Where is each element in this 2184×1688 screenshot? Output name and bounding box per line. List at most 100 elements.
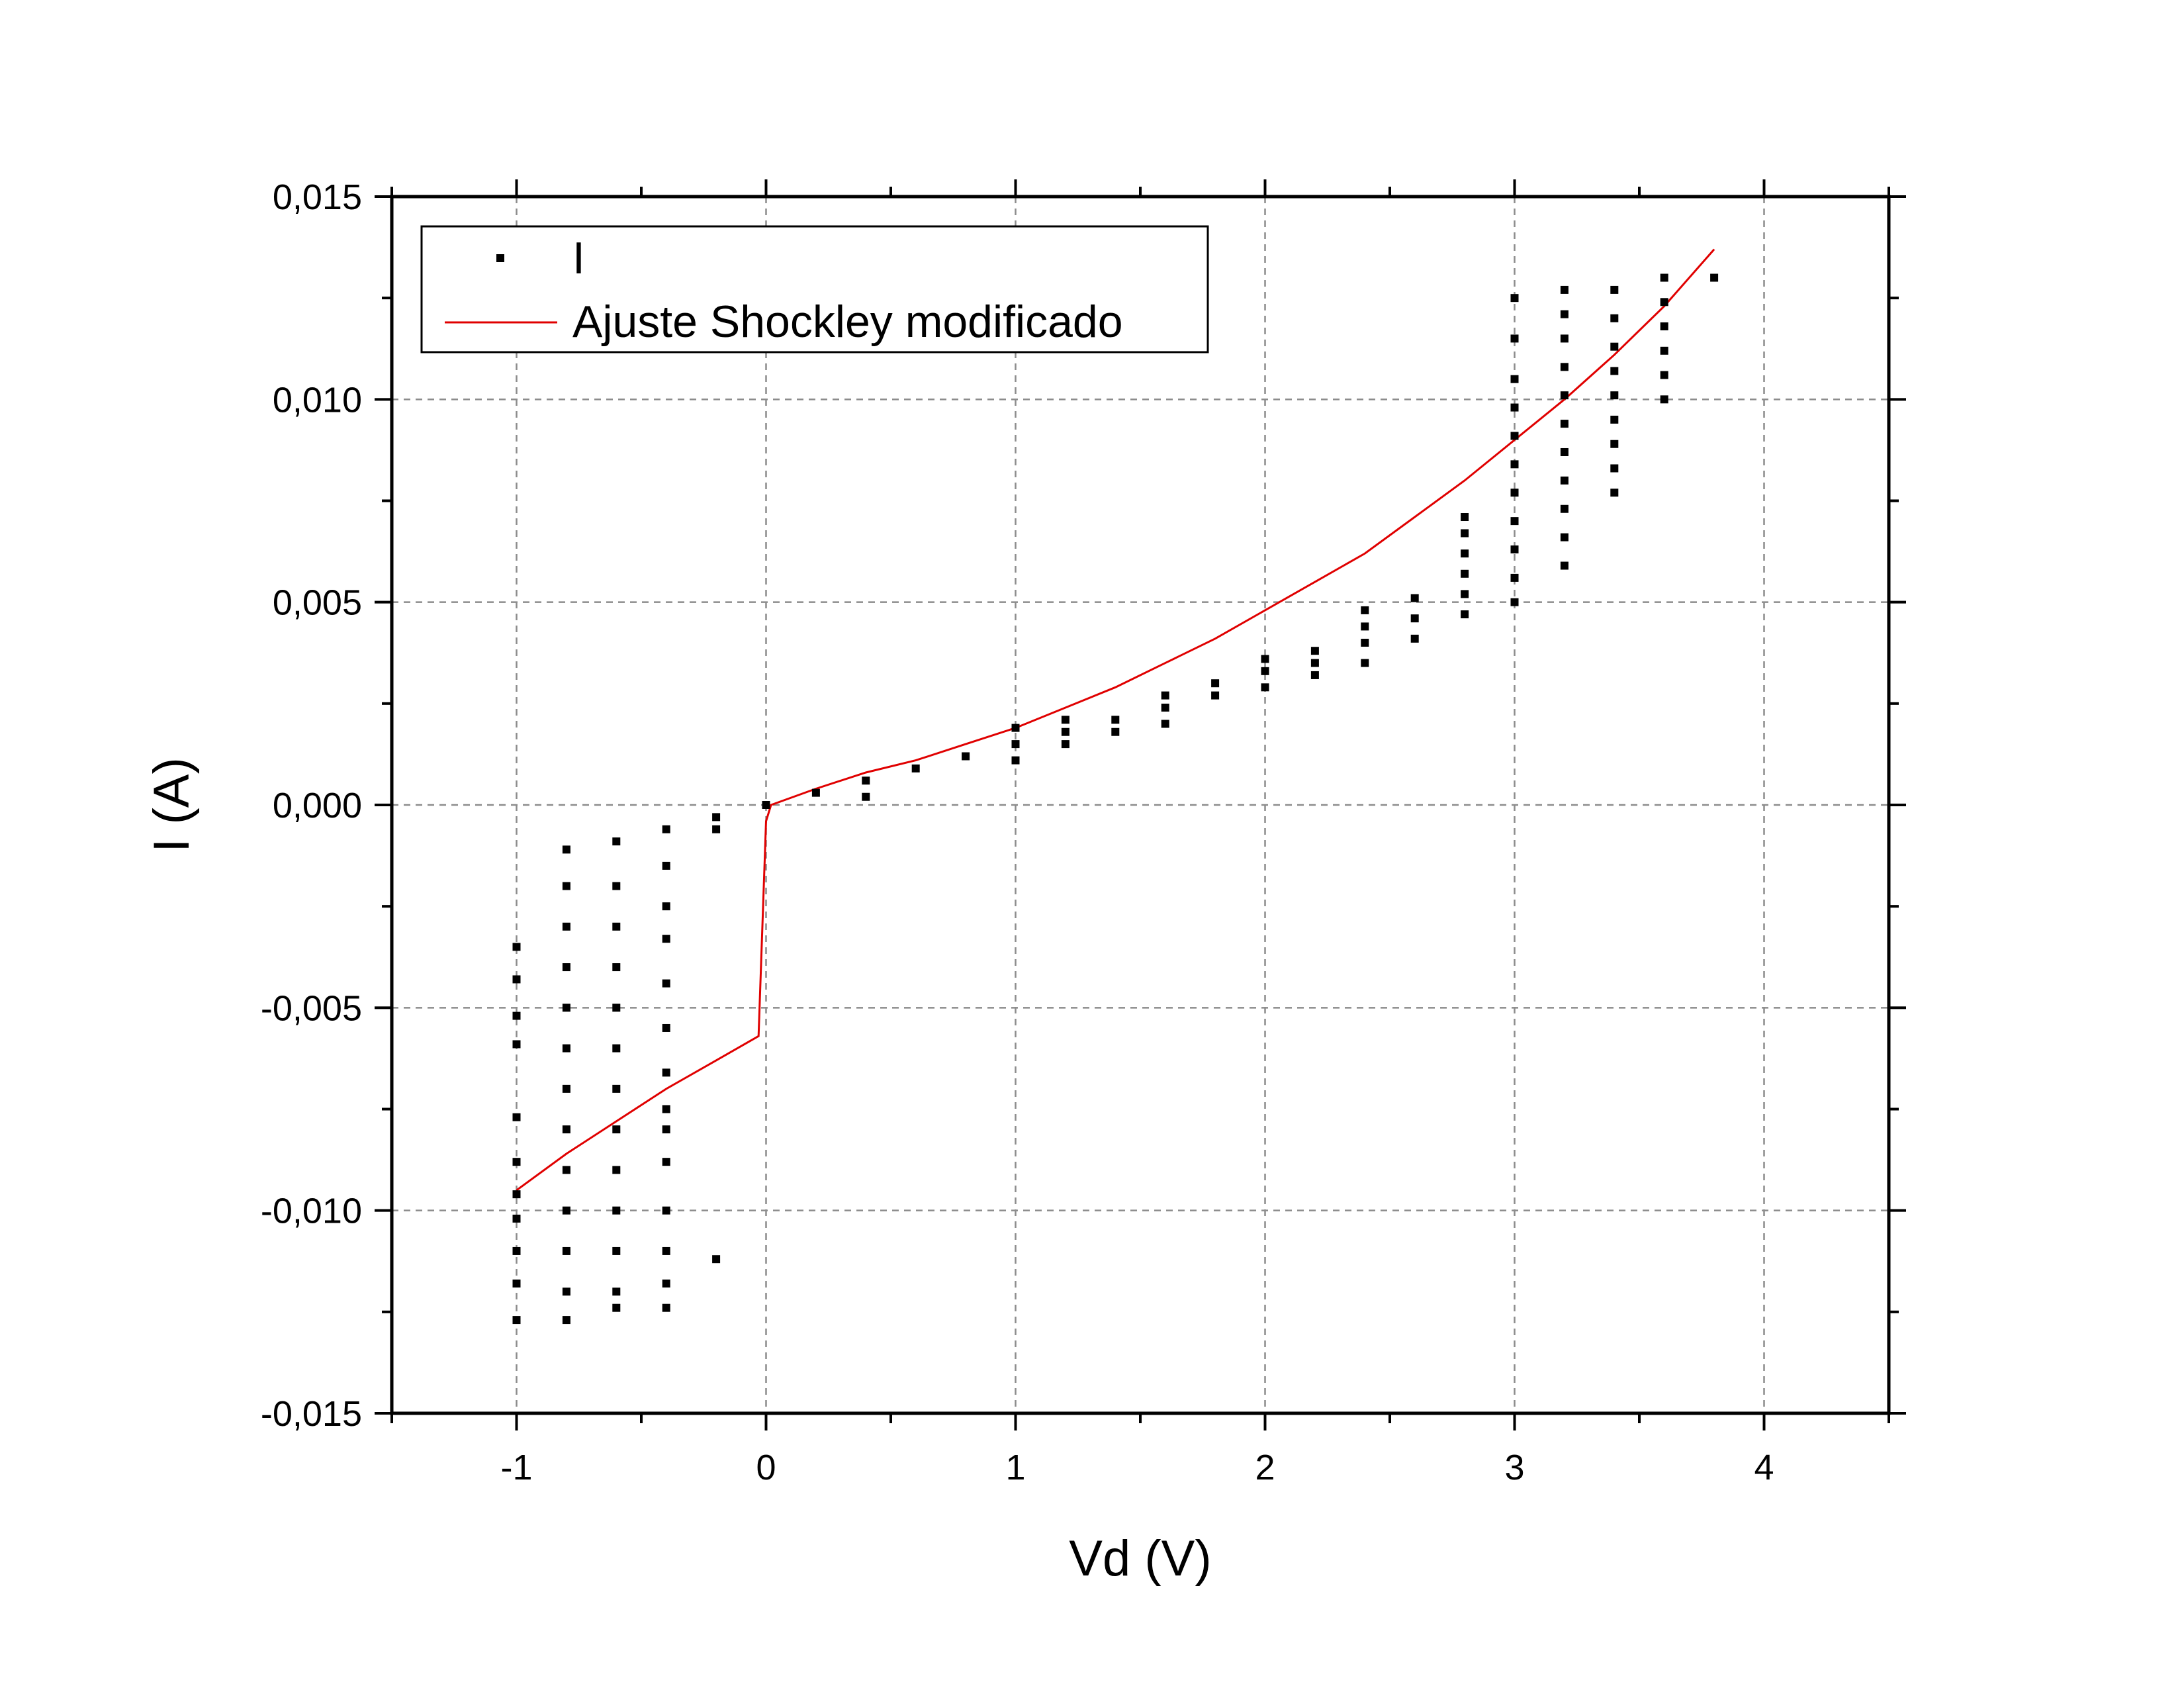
data-point [1510,598,1519,606]
data-point [662,1158,670,1166]
data-point [1061,716,1069,724]
data-point [1710,273,1719,282]
data-point [512,943,521,951]
data-point [862,776,870,785]
data-point [1261,667,1269,675]
data-point [562,1316,570,1325]
data-point [1660,322,1668,331]
data-point [512,1158,521,1166]
data-point [1560,504,1569,513]
data-point [1011,724,1020,732]
data-point [512,1316,521,1325]
data-point [612,1004,621,1012]
ticks [375,179,1906,1430]
data-point [662,825,670,833]
data-point [562,922,570,931]
data-point [1510,375,1519,383]
data-point [562,1125,570,1134]
data-point [1510,294,1519,303]
data-point [1510,403,1519,412]
data-point [1161,691,1169,700]
data-point [1610,440,1619,448]
data-point [1461,610,1469,619]
data-point [662,1068,670,1077]
y-tick-label: -0,015 [261,1394,362,1434]
y-tick-label: 0,005 [273,583,362,623]
legend-label-scatter: I [572,233,585,283]
data-point [512,1190,521,1199]
data-point [562,1004,570,1012]
data-point [1610,285,1619,294]
data-point [1610,391,1619,400]
data-point [1610,342,1619,351]
data-point [1510,432,1519,440]
legend: I Ajuste Shockley modificado [420,225,1209,353]
data-point [1361,606,1369,614]
data-point [1610,464,1619,473]
data-point [1560,285,1569,294]
data-point [1211,679,1220,688]
x-tick-label: 0 [756,1448,776,1487]
data-point [811,788,820,797]
x-tick-label: 3 [1504,1448,1524,1487]
data-point [562,1246,570,1255]
data-point [512,1279,521,1288]
data-point [562,1166,570,1174]
data-point [1510,545,1519,554]
data-point [1560,561,1569,570]
data-point [1061,727,1069,736]
data-point [612,1166,621,1174]
data-point [612,882,621,890]
data-point [1410,614,1419,623]
data-point [662,979,670,988]
data-point [662,1279,670,1288]
data-point [512,1246,521,1255]
data-point [662,1125,670,1134]
data-point [612,1303,621,1312]
data-point [1361,622,1369,631]
data-point [612,963,621,972]
data-point [662,902,670,911]
data-point [1011,740,1020,749]
y-tick-label: -0,010 [261,1192,362,1231]
data-point [1161,720,1169,728]
data-point [1660,298,1668,306]
data-point [1461,513,1469,522]
data-point [1610,314,1619,322]
data-point [512,1113,521,1121]
data-point [1011,756,1020,765]
data-point [1660,395,1668,404]
data-point [1461,590,1469,598]
legend-label-line: Ajuste Shockley modificado [572,297,1123,347]
data-point [512,1011,521,1020]
data-point [562,1084,570,1093]
legend-box [420,225,1209,353]
data-point [1660,371,1668,379]
data-point [1061,740,1069,749]
data-point [962,752,970,761]
data-point [662,1303,670,1312]
data-point [1610,489,1619,497]
x-tick-label: 2 [1255,1448,1275,1487]
data-point [612,922,621,931]
data-point [1560,420,1569,428]
data-point [512,975,521,984]
y-tick-label: 0,010 [273,380,362,420]
data-point [562,963,570,972]
data-point [1111,716,1120,724]
data-point [1410,594,1419,602]
data-point [662,1105,670,1113]
data-point [1560,533,1569,541]
data-point [662,935,670,943]
data-point [562,1288,570,1296]
data-point [1560,391,1569,400]
data-point [662,1206,670,1215]
fit-line [516,248,1715,1192]
data-point [1161,703,1169,712]
y-tick-label: 0,015 [273,177,362,217]
data-point [1560,476,1569,485]
data-point [1461,529,1469,538]
data-point [1560,447,1569,456]
data-point [1610,367,1619,375]
data-point [512,1040,521,1049]
